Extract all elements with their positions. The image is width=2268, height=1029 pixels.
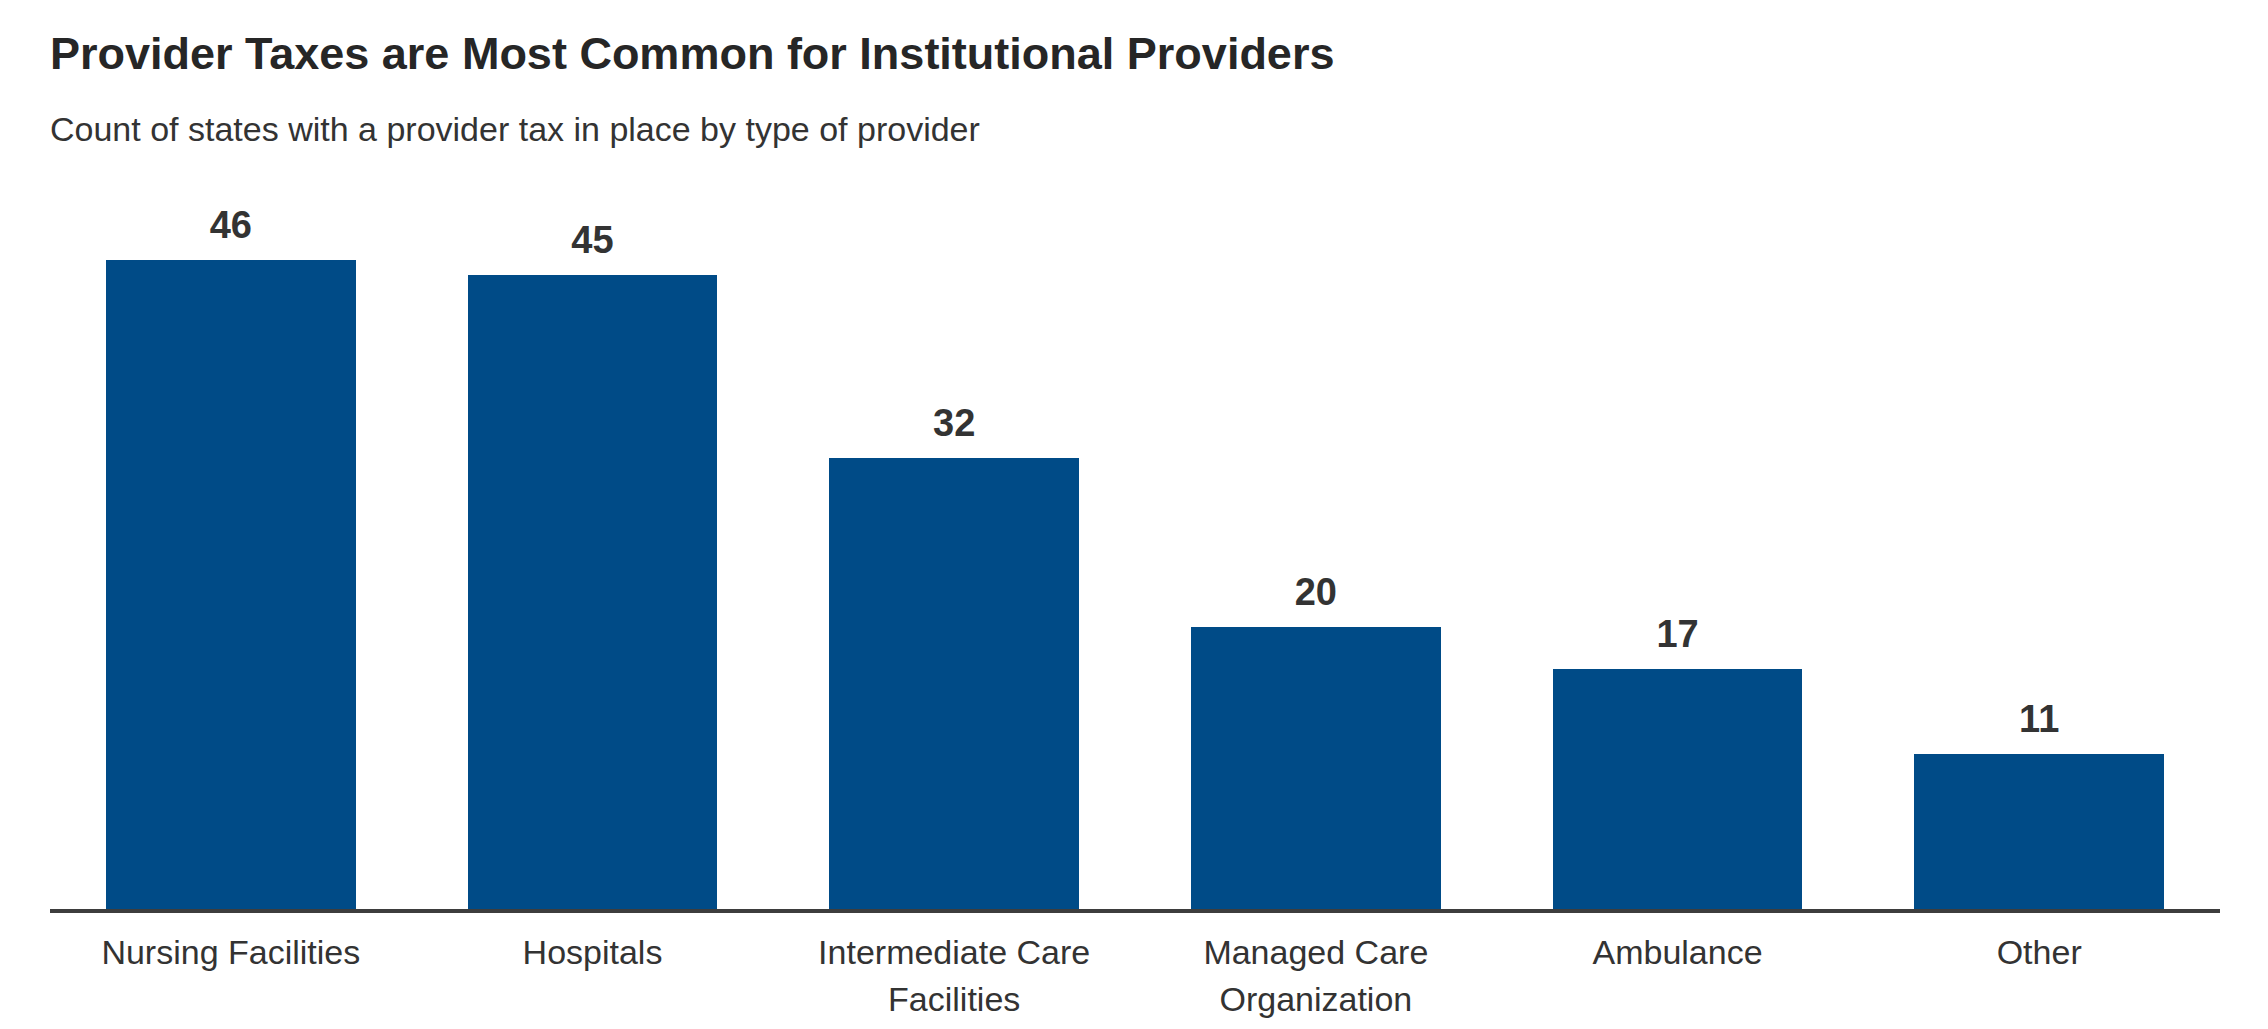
- category-label: Managed Care Organization: [1135, 929, 1497, 1023]
- bar: [1191, 627, 1441, 909]
- bar-value-label: 11: [2019, 700, 2059, 738]
- chart-subtitle: Count of states with a provider tax in p…: [50, 110, 2220, 149]
- bar-column: 17: [1497, 615, 1859, 909]
- bar-column: 20: [1135, 573, 1497, 909]
- chart-container: Provider Taxes are Most Common for Insti…: [0, 0, 2268, 1029]
- bar-value-label: 17: [1656, 615, 1698, 653]
- bar: [106, 260, 356, 909]
- bar: [829, 458, 1079, 909]
- bar-column: 46: [50, 206, 412, 909]
- category-label: Hospitals: [412, 929, 774, 1023]
- bar-column: 32: [773, 404, 1135, 909]
- bar-value-label: 20: [1295, 573, 1337, 611]
- bar-value-label: 32: [933, 404, 975, 442]
- bar: [468, 275, 718, 910]
- chart-title: Provider Taxes are Most Common for Insti…: [50, 28, 2220, 80]
- category-label: Ambulance: [1497, 929, 1859, 1023]
- bar-value-label: 46: [210, 206, 252, 244]
- plot-area: 46 45 32 20 17 11: [50, 149, 2220, 913]
- bar-column: 45: [412, 221, 774, 910]
- bar-column: 11: [1858, 700, 2220, 909]
- x-axis-labels: Nursing FacilitiesHospitalsIntermediate …: [50, 929, 2220, 1023]
- category-label: Nursing Facilities: [50, 929, 412, 1023]
- bar-value-label: 45: [571, 221, 613, 259]
- category-label: Other: [1858, 929, 2220, 1023]
- category-label: Intermediate Care Facilities: [773, 929, 1135, 1023]
- bar: [1553, 669, 1803, 909]
- bar: [1914, 754, 2164, 909]
